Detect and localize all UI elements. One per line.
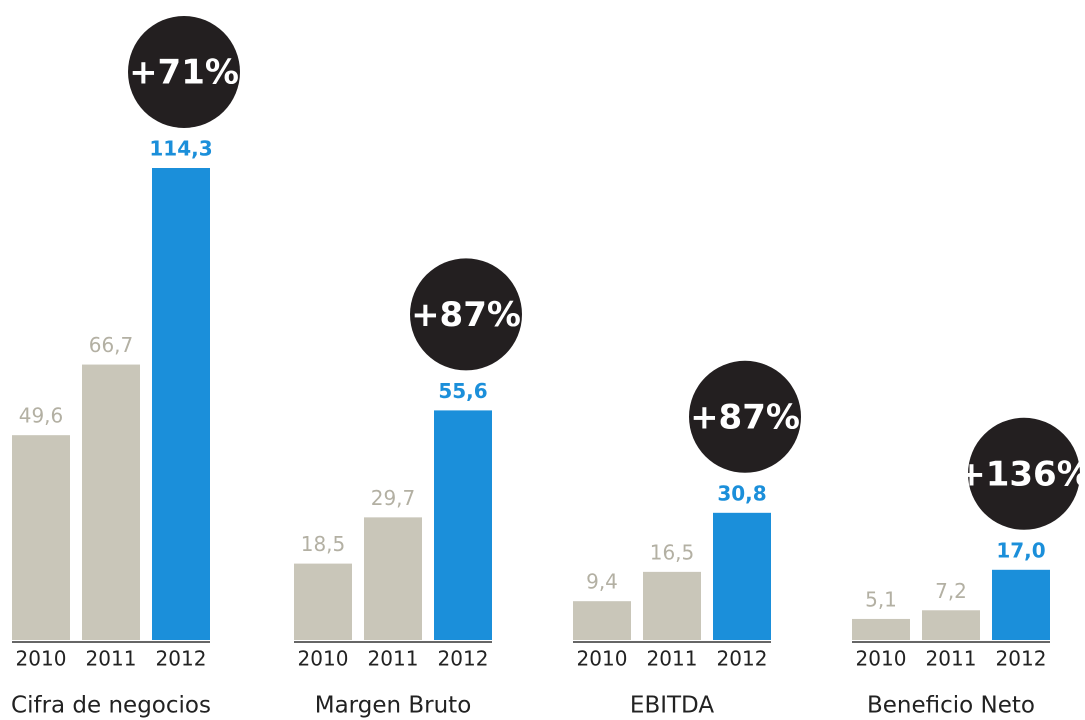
x-tick-label: 2010 xyxy=(16,647,67,671)
bar xyxy=(294,563,352,640)
value-label: 49,6 xyxy=(19,404,64,428)
chart-title: Cifra de negocios xyxy=(11,693,211,719)
growth-badge xyxy=(689,360,801,473)
x-tick-label: 2011 xyxy=(86,647,137,671)
value-label: 9,4 xyxy=(586,570,618,594)
value-label: 55,6 xyxy=(438,379,487,403)
bar xyxy=(12,435,70,640)
value-label: 5,1 xyxy=(865,587,897,611)
value-label: 17,0 xyxy=(996,538,1045,562)
bar xyxy=(364,517,422,640)
x-tick-label: 2012 xyxy=(438,647,489,671)
chart-title: Beneficio Neto xyxy=(867,693,1035,719)
value-label: 16,5 xyxy=(650,540,695,564)
x-tick-label: 2012 xyxy=(996,647,1047,671)
bar xyxy=(713,512,771,640)
bar xyxy=(82,364,140,640)
x-tick-label: 2012 xyxy=(156,647,207,671)
bar xyxy=(434,410,492,640)
value-label: 66,7 xyxy=(89,333,134,357)
growth-badge xyxy=(410,258,522,371)
chart-title: Margen Bruto xyxy=(315,693,472,719)
x-tick-label: 2011 xyxy=(368,647,419,671)
x-tick-label: 2010 xyxy=(298,647,349,671)
value-label: 30,8 xyxy=(717,481,766,505)
x-tick-label: 2011 xyxy=(926,647,977,671)
value-label: 29,7 xyxy=(371,486,416,510)
x-tick-label: 2011 xyxy=(647,647,698,671)
value-label: 114,3 xyxy=(149,137,212,161)
value-label: 18,5 xyxy=(301,532,346,556)
bar xyxy=(643,571,701,640)
growth-badge xyxy=(128,16,240,128)
bar xyxy=(152,168,210,640)
x-tick-label: 2010 xyxy=(856,647,907,671)
value-label: 7,2 xyxy=(935,579,967,603)
growth-annotation: +136% xyxy=(957,454,1085,494)
x-tick-label: 2010 xyxy=(577,647,628,671)
growth-annotation: +87% xyxy=(411,295,521,335)
bar xyxy=(992,569,1050,640)
growth-annotation: +71% xyxy=(129,53,239,93)
growth-badge xyxy=(968,417,1080,530)
bar xyxy=(852,618,910,640)
growth-annotation: +87% xyxy=(690,397,800,437)
bar xyxy=(922,610,980,640)
chart-title: EBITDA xyxy=(630,693,714,719)
x-tick-label: 2012 xyxy=(717,647,768,671)
bar xyxy=(573,601,631,640)
